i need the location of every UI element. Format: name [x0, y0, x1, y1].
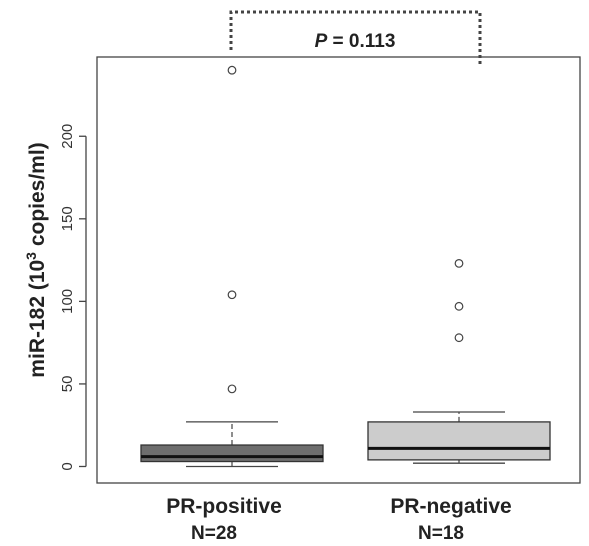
- iqr-box: [367, 421, 551, 461]
- outlier-point: [454, 301, 464, 311]
- y-tick-label: 50: [59, 376, 76, 393]
- box-group-1: [140, 65, 324, 468]
- y-axis-label-superscript: 3: [23, 252, 39, 260]
- significance-bracket: [229, 10, 482, 66]
- p-letter: P: [315, 31, 328, 52]
- outlier-point: [227, 384, 237, 394]
- plot-frame: [96, 56, 581, 484]
- y-axis: 0 50 100 150 200: [59, 124, 87, 471]
- x-sample-size-label: N=28: [191, 523, 237, 544]
- iqr-box: [140, 444, 324, 463]
- y-tick-label: 100: [59, 289, 76, 314]
- outlier-point: [454, 333, 464, 343]
- y-axis-label-tail: copies/ml): [26, 142, 49, 252]
- x-category-label: PR-negative: [390, 495, 511, 518]
- box-groups: [140, 65, 551, 468]
- x-category-label: PR-positive: [166, 495, 282, 518]
- y-axis-label: miR-182 (103 copies/ml): [23, 142, 49, 377]
- y-tick-label: 0: [59, 462, 76, 470]
- outlier-point: [454, 258, 464, 268]
- x-sample-size-label: N=18: [418, 523, 464, 544]
- p-value-text: = 0.113: [327, 31, 395, 52]
- x-axis-labels: PR-positive N=28 PR-negative N=18: [166, 495, 511, 544]
- box-group-2: [367, 258, 551, 464]
- y-tick-label: 150: [59, 206, 76, 231]
- y-axis-label-main: miR-182 (10: [26, 260, 49, 378]
- y-tick-label: 200: [59, 124, 76, 149]
- outlier-point: [227, 65, 237, 75]
- p-value-annotation: P = 0.113: [315, 31, 396, 52]
- outlier-point: [227, 290, 237, 300]
